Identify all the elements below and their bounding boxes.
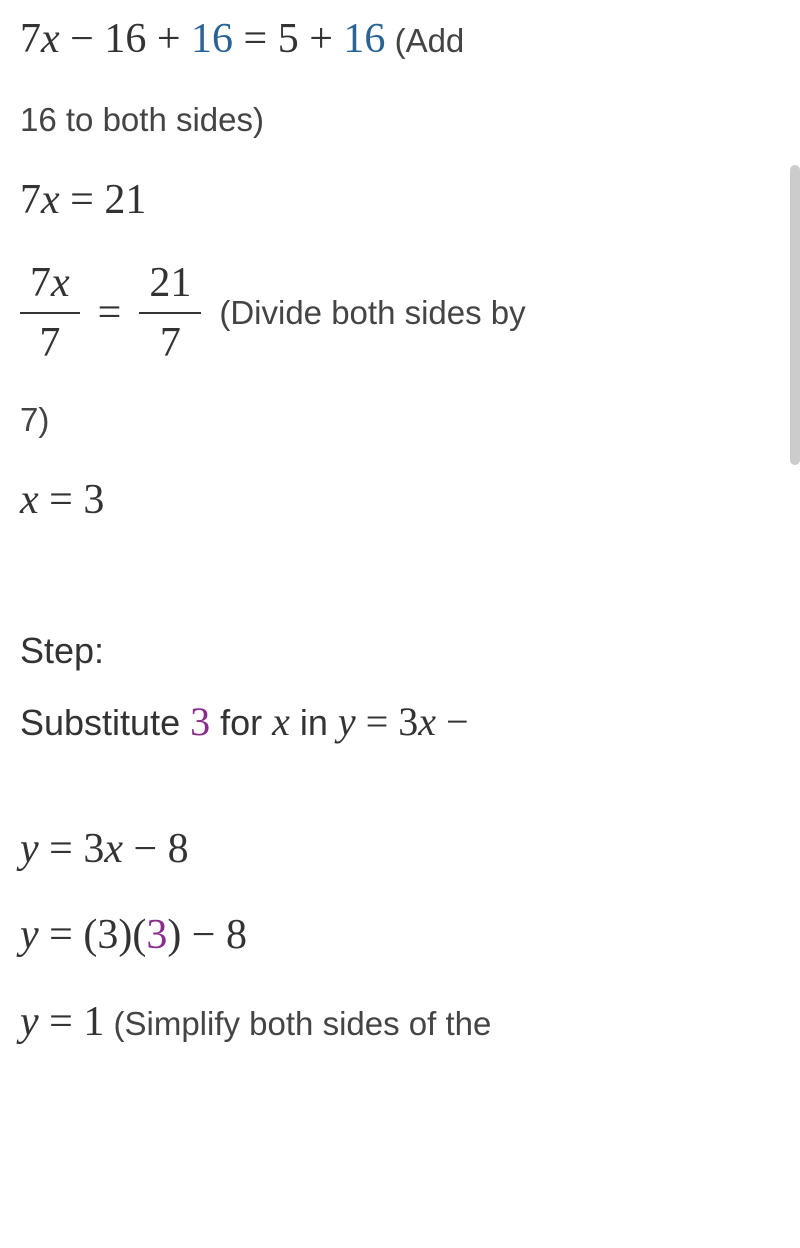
math-expr: x = 3 bbox=[20, 477, 104, 523]
equation-line-3: x = 3 bbox=[20, 471, 780, 530]
fraction-left: 7x 7 bbox=[20, 258, 80, 369]
math-expr: y = (3)(3) − 8 bbox=[20, 912, 247, 958]
equals-sign: = bbox=[98, 284, 122, 343]
fraction-bar bbox=[20, 312, 80, 314]
equation-y-2: y = (3)(3) − 8 bbox=[20, 906, 780, 965]
fraction-equation-line: 7x 7 = 21 7 (Divide both sides by bbox=[20, 258, 780, 369]
scrollbar-thumb[interactable] bbox=[790, 165, 800, 465]
math-expr: y = 1 bbox=[20, 999, 104, 1045]
equation-y-1: y = 3x − 8 bbox=[20, 820, 780, 879]
annotation-text: (Add bbox=[385, 22, 464, 59]
annotation-line-2: 7) bbox=[20, 397, 780, 443]
math-expr: 7x = 21 bbox=[20, 177, 146, 223]
fraction-right: 21 7 bbox=[139, 258, 201, 369]
equation-y-3: y = 1 (Simplify both sides of the bbox=[20, 993, 780, 1052]
annotation-line-1: 16 to both sides) bbox=[20, 97, 780, 143]
step-heading: Step: bbox=[20, 630, 780, 672]
substitute-instruction: Substitute 3 for x in y = 3x − bbox=[20, 692, 780, 752]
annotation-text: (Divide both sides by bbox=[219, 290, 525, 336]
equation-line-1: 7x − 16 + 16 = 5 + 16 (Add bbox=[20, 10, 780, 69]
annotation-text: (Simplify both sides of the bbox=[104, 1005, 491, 1042]
math-expr: 7x − 16 + 16 = 5 + 16 bbox=[20, 16, 385, 62]
equation-line-2: 7x = 21 bbox=[20, 171, 780, 230]
fraction-bar bbox=[139, 312, 201, 314]
scrollbar-track[interactable] bbox=[790, 165, 800, 465]
math-expr: y = 3x − 8 bbox=[20, 826, 189, 872]
